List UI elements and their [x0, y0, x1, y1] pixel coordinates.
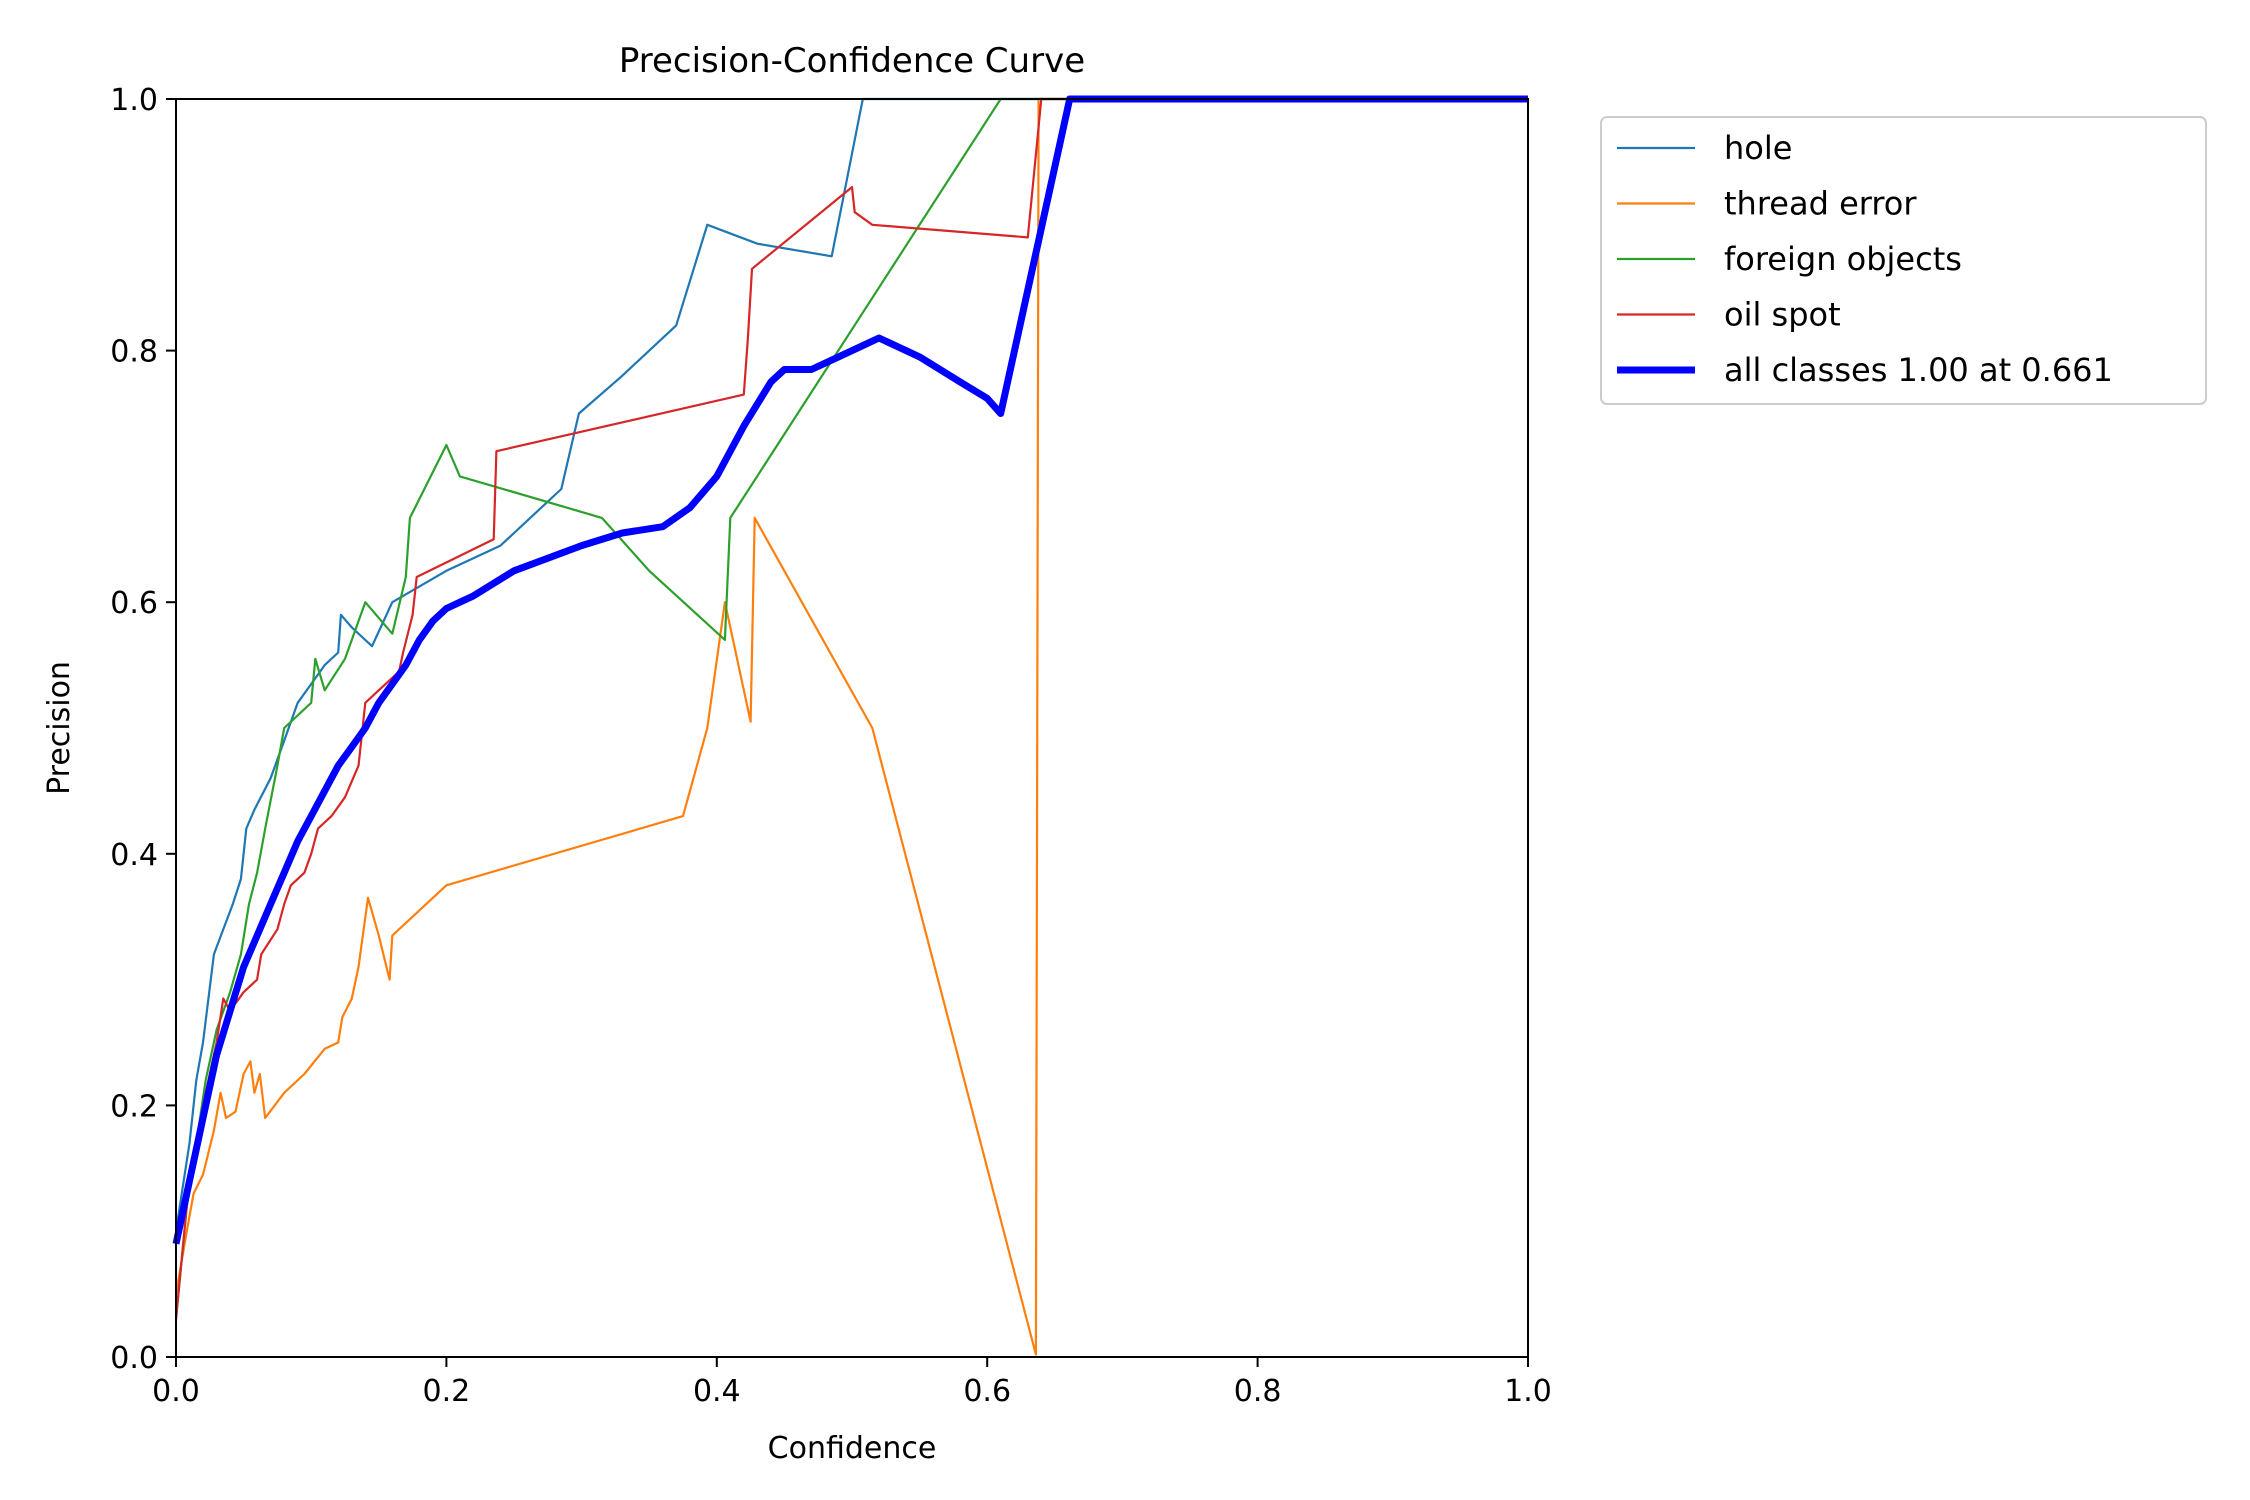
- x-tick-label: 0.0: [152, 1374, 200, 1409]
- legend-label-4: all classes 1.00 at 0.661: [1724, 351, 2113, 389]
- series-line-0: [174, 97, 1528, 1232]
- legend-label-3: oil spot: [1724, 296, 1841, 334]
- x-axis: 0.0 0.2 0.4 0.6 0.8 1.0: [152, 1357, 1552, 1409]
- legend-box: [1600, 116, 2207, 405]
- y-axis-label: Precision: [42, 661, 77, 795]
- legend: hole thread error foreign objects oil spot a…: [1600, 116, 2207, 405]
- x-tick-label: 0.8: [1234, 1374, 1282, 1409]
- series-line-1: [174, 97, 1528, 1356]
- x-tick-label: 0.4: [693, 1374, 741, 1409]
- series-line-4: [172, 95, 1528, 1245]
- legend-label-1: thread error: [1724, 185, 1917, 223]
- x-tick-label: 0.2: [423, 1374, 471, 1409]
- axes-frame: [175, 98, 1529, 1358]
- y-tick-label: 0.2: [110, 1089, 158, 1124]
- y-axis: 0.0 0.2 0.4 0.6 0.8 1.0: [110, 83, 176, 1376]
- y-tick-label: 0.8: [110, 335, 158, 370]
- chart-title: Precision-Confidence Curve: [619, 41, 1085, 81]
- y-tick-label: 0.6: [110, 586, 158, 621]
- series-layer: [172, 95, 1528, 1356]
- y-tick-label: 1.0: [110, 83, 158, 118]
- legend-label-0: hole: [1724, 129, 1792, 167]
- legend-label-2: foreign objects: [1724, 240, 1962, 278]
- x-tick-label: 0.6: [963, 1374, 1011, 1409]
- y-tick-label: 0.0: [110, 1341, 158, 1376]
- x-tick-label: 1.0: [1504, 1374, 1552, 1409]
- y-tick-label: 0.4: [110, 838, 158, 873]
- x-axis-label: Confidence: [768, 1431, 937, 1466]
